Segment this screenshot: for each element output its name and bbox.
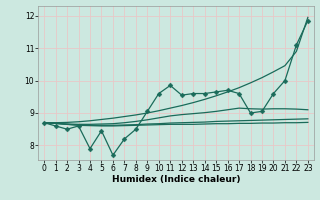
X-axis label: Humidex (Indice chaleur): Humidex (Indice chaleur) — [112, 175, 240, 184]
